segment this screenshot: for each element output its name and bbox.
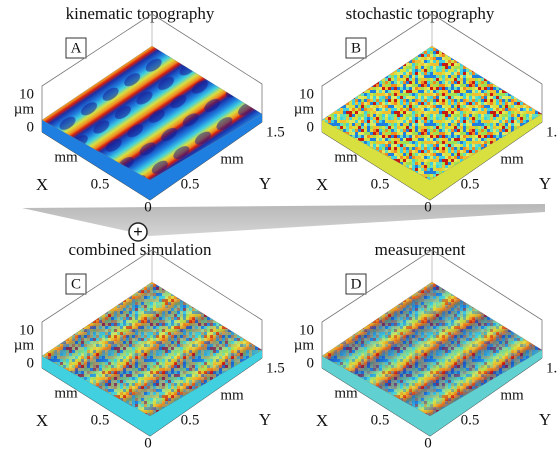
y-tick: 1.5 [266, 360, 285, 376]
x-label: X [36, 175, 48, 194]
y-tick: 1.5 [546, 124, 558, 140]
z-tick: 0 [27, 119, 35, 135]
y-unit: mm [220, 387, 244, 403]
z-unit: µm [14, 337, 35, 353]
x-tick: 0 [144, 435, 152, 451]
z-tick: 0 [27, 355, 35, 371]
z-unit: µm [294, 101, 315, 117]
z-tick: 0 [307, 355, 315, 371]
z-tick: 10 [19, 322, 34, 338]
y-label: Y [539, 174, 551, 193]
y-unit: mm [500, 151, 524, 167]
z-unit: µm [14, 101, 35, 117]
panel-title: stochastic topography [346, 4, 495, 23]
figure: + kinematic topographyA10µm0mmX0.500.5mm… [0, 0, 558, 459]
x-tick: 0 [144, 199, 152, 215]
x-tick: 0.5 [91, 176, 110, 192]
z-tick: 0 [307, 119, 315, 135]
x-tick: 0.5 [91, 412, 110, 428]
x-tick: 0 [424, 199, 432, 215]
y-tick: 1.5 [546, 360, 558, 376]
combine-funnel [22, 204, 545, 236]
y-tick: 0.5 [181, 176, 200, 192]
x-label: X [316, 411, 328, 430]
z-unit: µm [294, 337, 315, 353]
x-tick: 0.5 [371, 176, 390, 192]
panel-letter: A [71, 40, 82, 56]
z-tick: 10 [299, 322, 314, 338]
y-label: Y [259, 410, 271, 429]
x-unit: mm [54, 385, 78, 401]
z-tick: 10 [299, 86, 314, 102]
x-tick: 0.5 [371, 412, 390, 428]
x-label: X [36, 411, 48, 430]
panel-title: measurement [375, 240, 466, 259]
y-unit: mm [220, 151, 244, 167]
y-tick: 0.5 [461, 412, 480, 428]
x-unit: mm [334, 385, 358, 401]
x-tick: 0 [424, 435, 432, 451]
panel-letter: C [71, 276, 81, 292]
x-label: X [316, 175, 328, 194]
z-tick: 10 [19, 86, 34, 102]
panel-letter: D [351, 276, 362, 292]
panel-title: combined simulation [68, 240, 212, 259]
x-unit: mm [334, 149, 358, 165]
y-tick: 1.5 [266, 124, 285, 140]
panel-letter: B [351, 40, 361, 56]
y-label: Y [259, 174, 271, 193]
y-unit: mm [500, 387, 524, 403]
combine-symbol: + [133, 222, 143, 241]
y-tick: 0.5 [461, 176, 480, 192]
y-tick: 0.5 [181, 412, 200, 428]
x-unit: mm [54, 149, 78, 165]
y-label: Y [539, 410, 551, 429]
panel-title: kinematic topography [66, 4, 215, 23]
